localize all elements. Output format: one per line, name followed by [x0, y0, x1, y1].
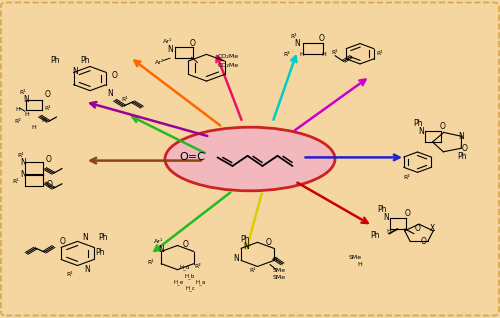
Text: SMe: SMe	[348, 255, 362, 260]
Text: Ph: Ph	[98, 233, 108, 242]
Text: CO₂Me: CO₂Me	[218, 63, 239, 68]
Text: Ar¹: Ar¹	[163, 39, 172, 44]
Text: CO₂Me: CO₂Me	[218, 54, 239, 59]
Text: H: H	[24, 112, 29, 117]
Text: O: O	[421, 237, 427, 246]
Text: N: N	[72, 67, 78, 76]
Text: R¹: R¹	[18, 153, 24, 158]
Text: R¹: R¹	[19, 90, 26, 95]
Text: O: O	[183, 240, 189, 249]
Text: O: O	[318, 34, 324, 43]
Ellipse shape	[165, 127, 335, 191]
Text: H_c: H_c	[185, 286, 195, 291]
Text: H_a: H_a	[196, 279, 206, 285]
Text: N: N	[82, 233, 88, 242]
Text: R¹: R¹	[290, 34, 297, 39]
Text: R²: R²	[283, 52, 290, 57]
Text: Ph: Ph	[457, 152, 466, 161]
Text: Ph: Ph	[240, 235, 250, 244]
Text: R¹: R¹	[66, 272, 73, 277]
Text: N: N	[107, 89, 113, 98]
Text: R¹: R¹	[148, 259, 154, 265]
Text: N: N	[20, 170, 26, 179]
Text: H: H	[272, 257, 278, 262]
Text: O: O	[112, 71, 118, 80]
Text: O: O	[414, 225, 420, 233]
Text: R¹: R¹	[376, 51, 384, 56]
Text: N: N	[158, 245, 164, 254]
Text: Ph: Ph	[80, 56, 90, 65]
Text: Ar¹: Ar¹	[154, 239, 164, 244]
Text: O: O	[462, 144, 468, 153]
Text: H_b: H_b	[185, 273, 195, 279]
Text: SMe: SMe	[272, 275, 285, 280]
Text: Ph: Ph	[50, 56, 60, 65]
Text: N: N	[84, 265, 90, 274]
Text: N: N	[243, 242, 249, 251]
Text: N: N	[418, 127, 424, 136]
Text: H: H	[31, 125, 36, 130]
Text: Ph: Ph	[378, 205, 387, 214]
Text: R¹: R¹	[44, 106, 51, 111]
Text: R²: R²	[194, 264, 201, 269]
Text: R²: R²	[403, 175, 410, 180]
Text: R¹: R¹	[12, 179, 20, 184]
Text: O: O	[190, 39, 196, 48]
Text: O: O	[60, 237, 66, 246]
Text: Ph: Ph	[414, 119, 423, 128]
Text: Ph: Ph	[370, 231, 380, 240]
Text: O: O	[44, 90, 51, 99]
Text: N: N	[233, 254, 239, 263]
Text: O: O	[266, 238, 272, 247]
Text: N: N	[458, 132, 464, 141]
Text: H: H	[15, 107, 20, 112]
Text: H_d: H_d	[180, 264, 190, 270]
Text: R¹: R¹	[122, 97, 128, 102]
Text: H_e: H_e	[174, 279, 184, 285]
Text: H: H	[386, 229, 392, 234]
Text: N: N	[383, 213, 389, 222]
Text: O: O	[47, 180, 53, 189]
Text: O=C: O=C	[180, 152, 206, 162]
Text: R¹: R¹	[332, 50, 338, 55]
Text: Ph: Ph	[95, 248, 105, 257]
Text: Ar²: Ar²	[156, 59, 164, 65]
Text: X: X	[430, 224, 435, 232]
Text: H: H	[41, 118, 46, 123]
Text: O: O	[440, 122, 446, 131]
Text: H: H	[299, 52, 304, 57]
Text: N: N	[24, 95, 30, 104]
Text: H: H	[358, 262, 362, 267]
Text: O: O	[404, 209, 410, 218]
Text: R¹: R¹	[249, 268, 256, 273]
Text: O: O	[46, 155, 52, 163]
Text: H: H	[321, 52, 326, 57]
Text: N: N	[294, 39, 300, 48]
Text: N: N	[20, 158, 26, 167]
Text: R²: R²	[14, 119, 21, 124]
Text: N: N	[167, 45, 173, 54]
Text: SMe: SMe	[272, 268, 285, 273]
